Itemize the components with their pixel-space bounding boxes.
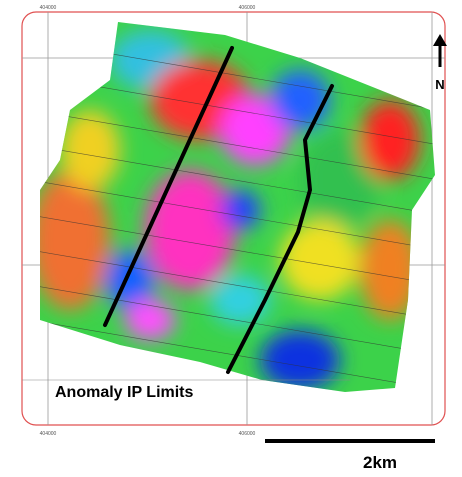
- map: Anomaly IP Limits N 2km 404000 406000 40…: [0, 0, 462, 477]
- grid-label: 406000: [239, 431, 256, 437]
- north-label: N: [435, 77, 444, 92]
- scale-label: 2km: [363, 453, 397, 472]
- grid-label: 406000: [239, 5, 256, 11]
- grid-label: 404000: [40, 5, 57, 11]
- legend-label: Anomaly IP Limits: [55, 384, 194, 401]
- ip-grid: [30, 15, 440, 395]
- grid-label: 404000: [40, 431, 57, 437]
